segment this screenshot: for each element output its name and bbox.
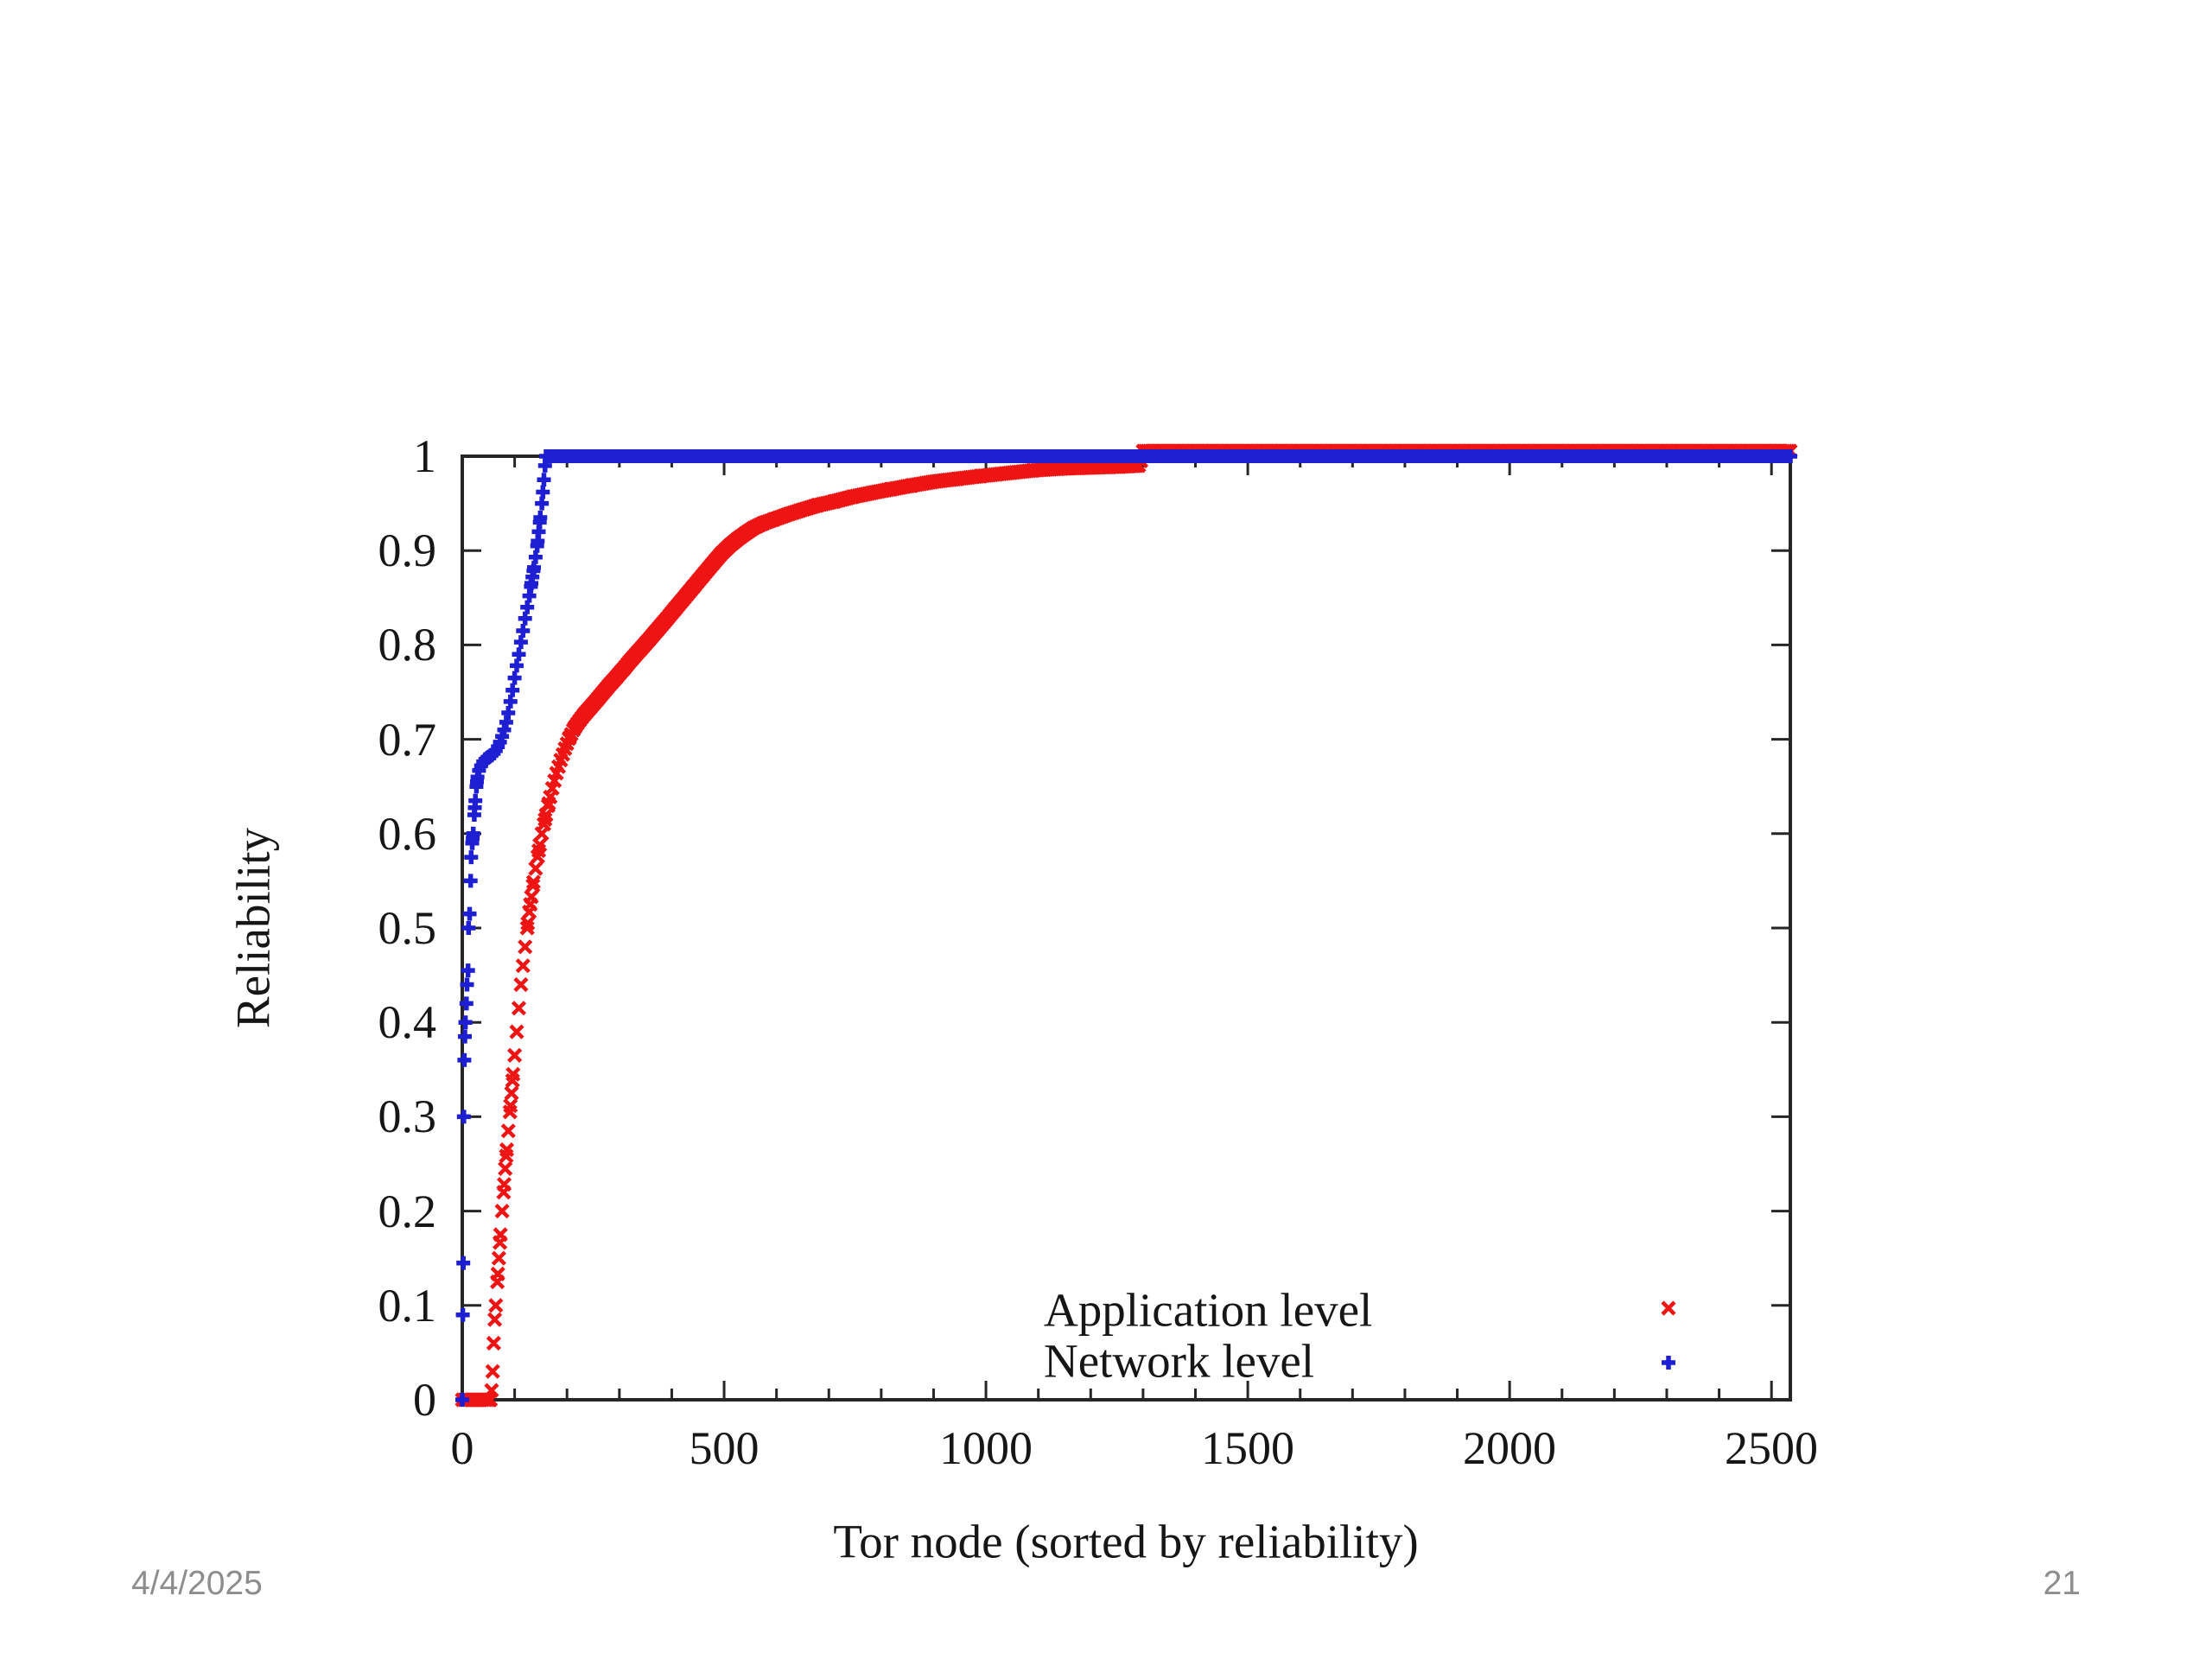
legend-label-network-level: Network level [1044, 1334, 1315, 1388]
y-tick-label: 0.5 [378, 902, 437, 954]
series-network-level-markers [455, 449, 1797, 1407]
x-tick-label: 2500 [1725, 1422, 1818, 1474]
y-tick-label: 0.2 [378, 1185, 437, 1237]
slide-page-number: 21 [2043, 1565, 2081, 1602]
y-tick-label: 0.9 [378, 524, 437, 576]
y-tick-label: 1 [413, 430, 436, 482]
y-tick-label: 0.3 [378, 1090, 437, 1142]
x-tick-label: 0 [450, 1422, 474, 1474]
y-tick-label: 0.1 [378, 1280, 437, 1332]
x-tick-label: 2000 [1463, 1422, 1556, 1474]
y-tick-label: 0 [413, 1374, 436, 1426]
y-tick-label: 0.8 [378, 619, 437, 671]
x-tick-label: 1000 [939, 1422, 1033, 1474]
x-tick-label: 1500 [1201, 1422, 1294, 1474]
slide-date: 4/4/2025 [131, 1565, 263, 1602]
legend-marker-application [1661, 1300, 1676, 1316]
y-tick-label: 0.4 [378, 996, 437, 1048]
x-axis-title: Tor node (sorted by reliability) [833, 1515, 1419, 1568]
y-tick-label: 0.6 [378, 808, 437, 860]
legend-marker-network [1662, 1356, 1675, 1370]
legend-label-application-level: Application level [1044, 1283, 1373, 1337]
x-tick-label: 500 [689, 1422, 760, 1474]
y-tick-label: 0.7 [378, 714, 437, 766]
